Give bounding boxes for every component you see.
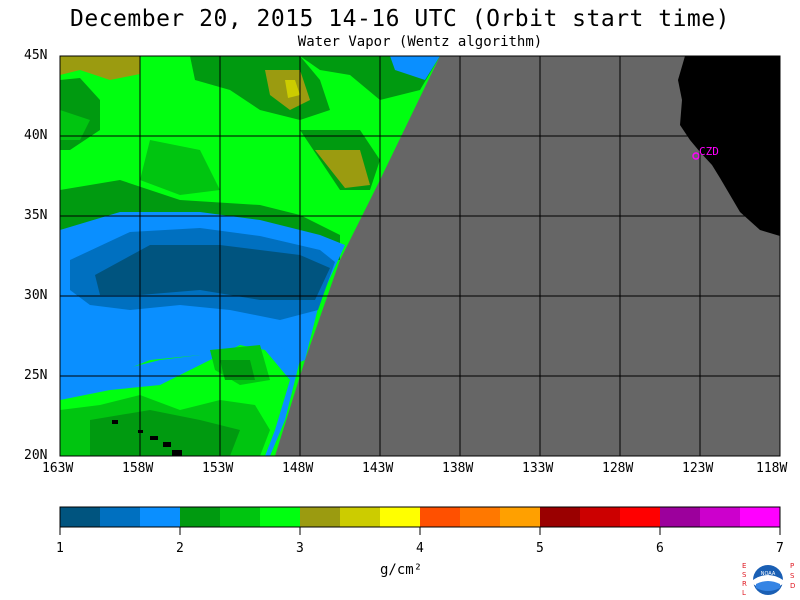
colorbar <box>59 507 781 535</box>
longitude-label: 128W <box>602 461 634 476</box>
colorbar-swatch <box>140 507 181 527</box>
map-panel <box>59 55 781 457</box>
colorbar-swatch <box>540 507 581 527</box>
colorbar-tick-label: 1 <box>56 541 64 556</box>
colorbar-swatch <box>700 507 741 527</box>
longitude-label: 118W <box>756 461 788 476</box>
longitude-label: 153W <box>202 461 234 476</box>
land-mass <box>678 56 780 236</box>
latitude-label: 30N <box>24 288 48 303</box>
colorbar-swatch <box>740 507 781 527</box>
colorbar-tick-label: 2 <box>176 541 184 556</box>
colorbar-swatch <box>620 507 661 527</box>
colorbar-swatch <box>660 507 701 527</box>
colorbar-tick-label: 5 <box>536 541 544 556</box>
longitude-label: 158W <box>122 461 154 476</box>
latitude-label: 35N <box>24 208 48 223</box>
station-marker <box>692 152 700 160</box>
longitude-label: 138W <box>442 461 474 476</box>
colorbar-swatch <box>100 507 141 527</box>
colorbar-swatch <box>500 507 541 527</box>
colorbar-swatch <box>220 507 261 527</box>
colorbar-unit: g/cm² <box>380 562 423 578</box>
colorbar-tick-label: 7 <box>776 541 784 556</box>
graticule <box>60 56 780 456</box>
longitude-label: 163W <box>42 461 74 476</box>
svg-text:NOAA: NOAA <box>761 571 776 577</box>
colorbar-border <box>59 506 781 528</box>
colorbar-swatch <box>420 507 461 527</box>
longitude-label: 148W <box>282 461 314 476</box>
map-subtitle: Water Vapor (Wentz algorithm) <box>297 34 543 50</box>
colorbar-swatch <box>300 507 341 527</box>
colorbar-swatch <box>180 507 221 527</box>
colorbar-tick-label: 6 <box>656 541 664 556</box>
colorbar-swatch <box>260 507 301 527</box>
longitude-label: 123W <box>682 461 714 476</box>
longitude-label: 133W <box>522 461 554 476</box>
longitude-label: 143W <box>362 461 394 476</box>
station-label: CZD <box>699 145 719 158</box>
colorbar-tick-label: 3 <box>296 541 304 556</box>
svg-text:PSD: PSD <box>790 562 795 590</box>
latitude-label: 25N <box>24 368 48 383</box>
map-title: December 20, 2015 14-16 UTC (Orbit start… <box>70 6 730 32</box>
colorbar-swatch <box>380 507 421 527</box>
colorbar-tick-label: 4 <box>416 541 424 556</box>
latitude-label: 20N <box>24 448 48 463</box>
latitude-label: 40N <box>24 128 48 143</box>
colorbar-swatch <box>60 507 101 527</box>
map-border <box>59 55 781 457</box>
vapor-swath <box>60 56 440 456</box>
colorbar-swatch <box>580 507 621 527</box>
colorbar-swatch <box>460 507 501 527</box>
latitude-label: 45N <box>24 48 48 63</box>
colorbar-swatch <box>340 507 381 527</box>
